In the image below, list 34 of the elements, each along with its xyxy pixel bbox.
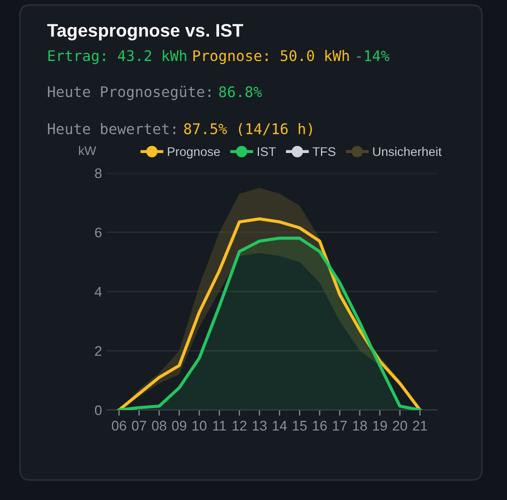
legend-label: IST: [258, 147, 276, 156]
legend-label: TFS: [312, 147, 336, 156]
y-tick-label: 0: [94, 405, 102, 416]
x-tick-label: 09: [172, 420, 186, 431]
legend-label: Unsicherheit: [373, 146, 442, 156]
y-tick-label: 8: [95, 168, 102, 178]
text: Prognose: 50.0 kWh: [193, 50, 349, 64]
x-tick-label: 17: [333, 420, 347, 430]
x-tick-label: 18: [353, 420, 367, 431]
y-tick-label: 6: [95, 228, 102, 238]
text: Ertrag: 43.2 kWh: [48, 50, 186, 64]
y-tick-label: 2: [95, 346, 102, 356]
text: 87.5% (14/16 h): [184, 122, 312, 136]
x-tick-label: 19: [373, 420, 387, 431]
text: Heute Prognosegüte:: [48, 86, 210, 100]
x-tick-label: 14: [272, 420, 287, 430]
x-tick-label: 07: [132, 420, 146, 431]
y-axis-title: kW: [79, 146, 96, 155]
y-tick-label: 4: [94, 286, 102, 297]
text: -14%: [357, 50, 390, 62]
x-tick-label: 13: [252, 420, 267, 431]
x-tick-label: 08: [152, 420, 166, 431]
x-tick-label: 15: [292, 420, 307, 431]
x-tick-label: 21: [412, 420, 427, 430]
x-tick-label: 16: [312, 420, 327, 431]
x-tick-label: 20: [392, 420, 408, 431]
chart-title: Tagesprognose vs. IST: [47, 24, 244, 40]
x-tick-label: 11: [213, 420, 226, 430]
text: Heute bewertet:: [48, 122, 176, 134]
x-tick-label: 06: [112, 420, 126, 431]
x-tick-label: 10: [192, 420, 206, 431]
text: 86.8%: [219, 86, 262, 98]
x-tick-label: 12: [232, 420, 246, 430]
legend-label: Prognose: [168, 147, 220, 159]
